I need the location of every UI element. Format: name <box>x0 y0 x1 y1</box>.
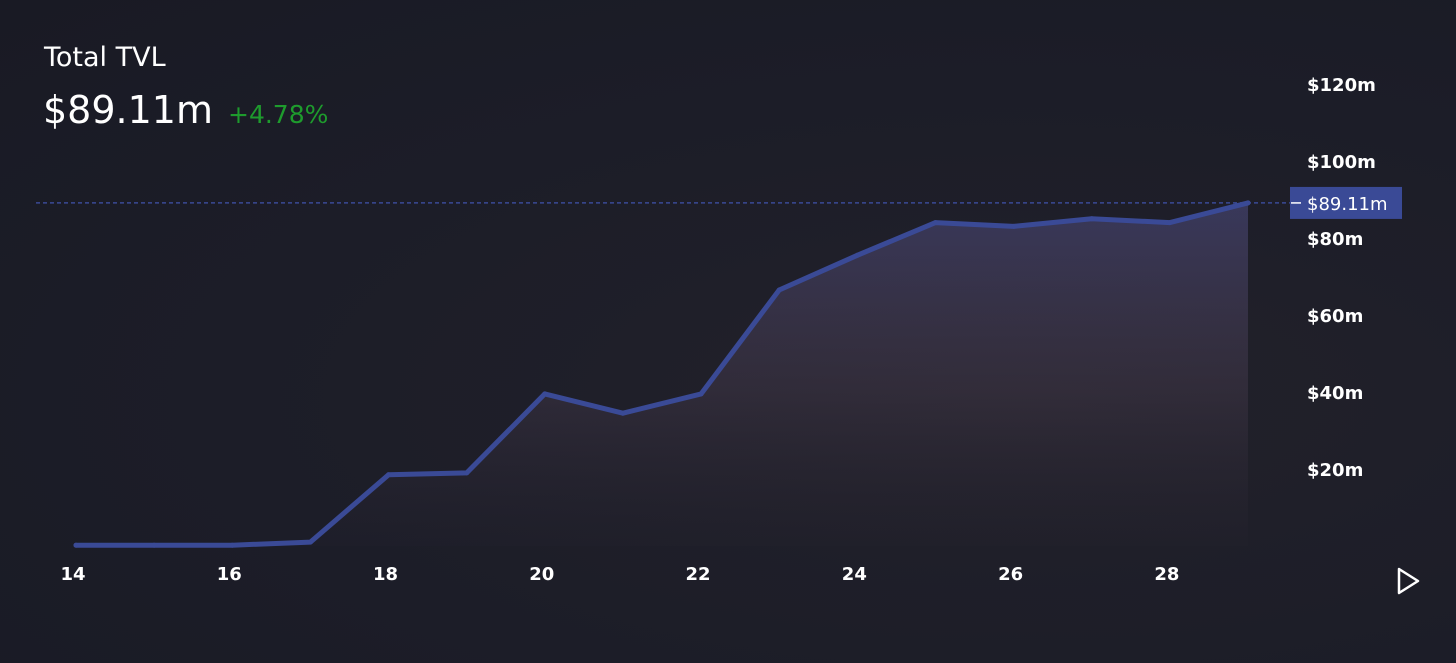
current-value-tag <box>1290 186 1402 219</box>
tvl-area-fill <box>76 202 1248 546</box>
data-point-16 <box>229 542 235 548</box>
data-point-23 <box>776 287 782 293</box>
x-tick-label-20: 20 <box>529 564 554 585</box>
x-tick-label-24: 24 <box>842 564 867 585</box>
data-point-29 <box>1245 200 1251 206</box>
current-value-tag-label: $89.11m <box>1307 194 1388 215</box>
y-tick-label-$120m: $120m <box>1307 75 1376 96</box>
data-point-25 <box>933 220 938 226</box>
y-tick-label-$100m: $100m <box>1307 152 1376 173</box>
play-triangle-icon <box>1397 567 1420 595</box>
y-tick-label-$40m: $40m <box>1307 383 1363 404</box>
data-point-17 <box>307 539 313 545</box>
chart-title: Total TVL <box>44 42 166 73</box>
data-point-18 <box>386 472 391 478</box>
data-point-27 <box>1089 216 1095 222</box>
x-tick-label-26: 26 <box>998 564 1023 585</box>
data-point-21 <box>620 410 626 416</box>
x-tick-label-18: 18 <box>373 564 398 585</box>
data-point-28 <box>1167 220 1173 226</box>
tvl-change-percent: +4.78% <box>228 100 329 129</box>
y-tick-label-$60m: $60m <box>1307 306 1363 327</box>
data-point-26 <box>1011 223 1017 229</box>
x-tick-label-28: 28 <box>1154 564 1179 585</box>
data-point-14 <box>73 542 79 548</box>
x-tick-label-14: 14 <box>60 564 85 585</box>
y-tick-label-$80m: $80m <box>1307 229 1363 250</box>
data-point-20 <box>542 391 548 397</box>
data-point-22 <box>698 391 704 397</box>
data-point-24 <box>854 252 860 258</box>
x-tick-label-22: 22 <box>686 564 711 585</box>
total-tvl-value: $89.11m <box>43 88 213 132</box>
tvl-series-line <box>73 200 1251 548</box>
data-point-19 <box>464 470 470 476</box>
y-tick-label-$20m: $20m <box>1307 460 1363 481</box>
x-tick-label-16: 16 <box>217 564 242 585</box>
play-button[interactable] <box>1396 566 1422 596</box>
data-point-15 <box>151 542 157 548</box>
